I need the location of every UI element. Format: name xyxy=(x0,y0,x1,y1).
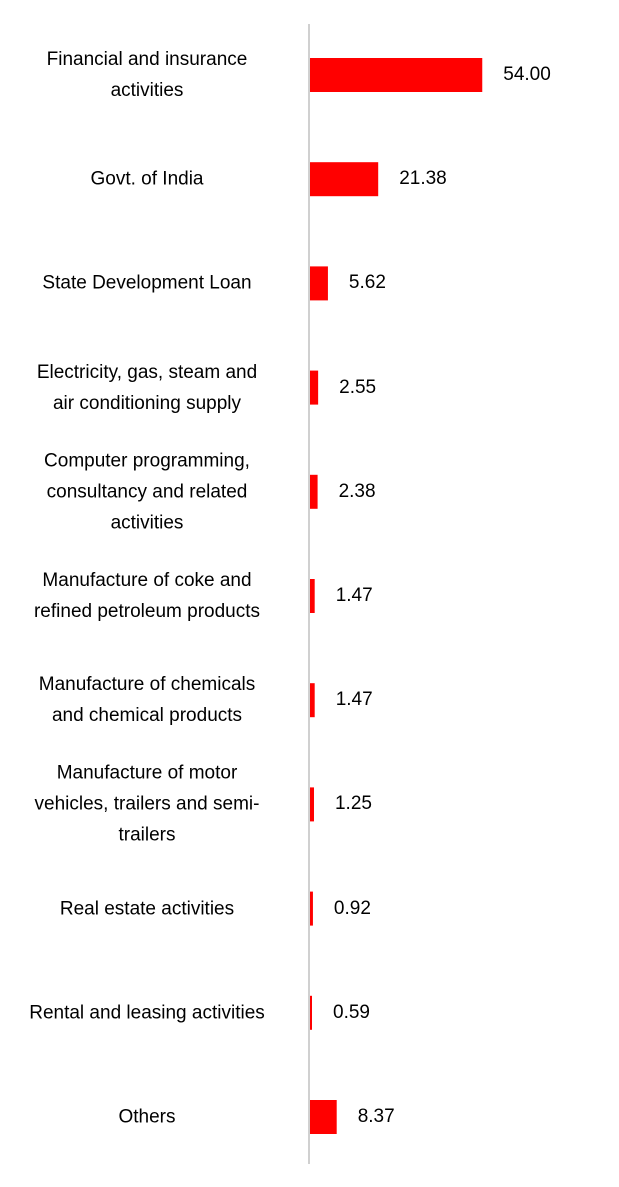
bar xyxy=(310,891,313,926)
category-label-line: refined petroleum products xyxy=(33,601,260,622)
bar xyxy=(310,266,328,301)
value-label: 2.55 xyxy=(339,376,377,398)
bar xyxy=(310,58,483,92)
category-label-line: trailers xyxy=(118,824,176,846)
category-label: Financial and insurance activities xyxy=(0,44,297,106)
bar xyxy=(310,579,315,613)
bar xyxy=(310,474,318,509)
category-label: Electricity, gas, steam and air condition… xyxy=(0,357,297,419)
category-label: Rental and leasing activities xyxy=(0,997,297,1028)
category-label-line: activities xyxy=(110,512,184,534)
value-label: 1.47 xyxy=(335,585,373,606)
bar xyxy=(310,162,379,197)
bar xyxy=(310,995,312,1030)
value-label: 8.37 xyxy=(357,1106,395,1127)
bar xyxy=(310,683,315,718)
bar xyxy=(310,1100,337,1134)
category-label: Govt. of India xyxy=(0,164,297,195)
category-label: Computer programming, consultancy and rel… xyxy=(0,445,297,538)
category-label-line: Others xyxy=(118,1106,176,1128)
category-label-line: and chemical products xyxy=(51,705,243,727)
category-label: Manufacture of motor vehicles, trailers a… xyxy=(0,758,297,851)
category-label-line: State Development Loan xyxy=(42,272,252,294)
category-label-line: Manufacture of chemicals xyxy=(38,674,256,696)
category-label-line: Real estate activities xyxy=(59,898,235,920)
value-label: 5.62 xyxy=(348,272,386,294)
value-label: 1.47 xyxy=(335,689,373,711)
bar xyxy=(310,370,319,405)
value-label: 0.92 xyxy=(333,897,371,919)
category-axis-line xyxy=(308,24,310,1164)
category-label: Real estate activities xyxy=(0,893,297,924)
category-label: Manufacture of coke and refined petroleum… xyxy=(0,565,297,627)
category-label-line: Computer programming, xyxy=(44,450,250,472)
category-label-line: activities xyxy=(110,80,184,101)
value-label: 1.25 xyxy=(334,793,372,815)
category-label: Others xyxy=(0,1102,297,1133)
category-label-line: Financial and insurance xyxy=(46,49,248,70)
category-label-line: Rental and leasing activities xyxy=(29,1002,265,1024)
category-label: State Development Loan xyxy=(0,268,297,299)
category-label-line: Manufacture of motor xyxy=(56,762,238,784)
value-label: 2.38 xyxy=(338,480,376,502)
value-label: 54.00 xyxy=(503,64,551,85)
value-label: 0.59 xyxy=(333,1001,370,1023)
bar xyxy=(310,787,314,822)
category-label-line: vehicles, trailers and semi- xyxy=(34,793,260,815)
category-label-line: air conditioning supply xyxy=(52,392,241,414)
category-label: Manufacture of chemicals and chemical pro… xyxy=(0,669,297,731)
category-label-line: Electricity, gas, steam and xyxy=(36,361,258,383)
category-label-line: consultancy and related xyxy=(46,481,248,503)
category-label-line: Manufacture of coke and xyxy=(42,570,252,591)
category-label-line: Govt. of India xyxy=(90,168,204,190)
value-label: 21.38 xyxy=(399,168,447,190)
